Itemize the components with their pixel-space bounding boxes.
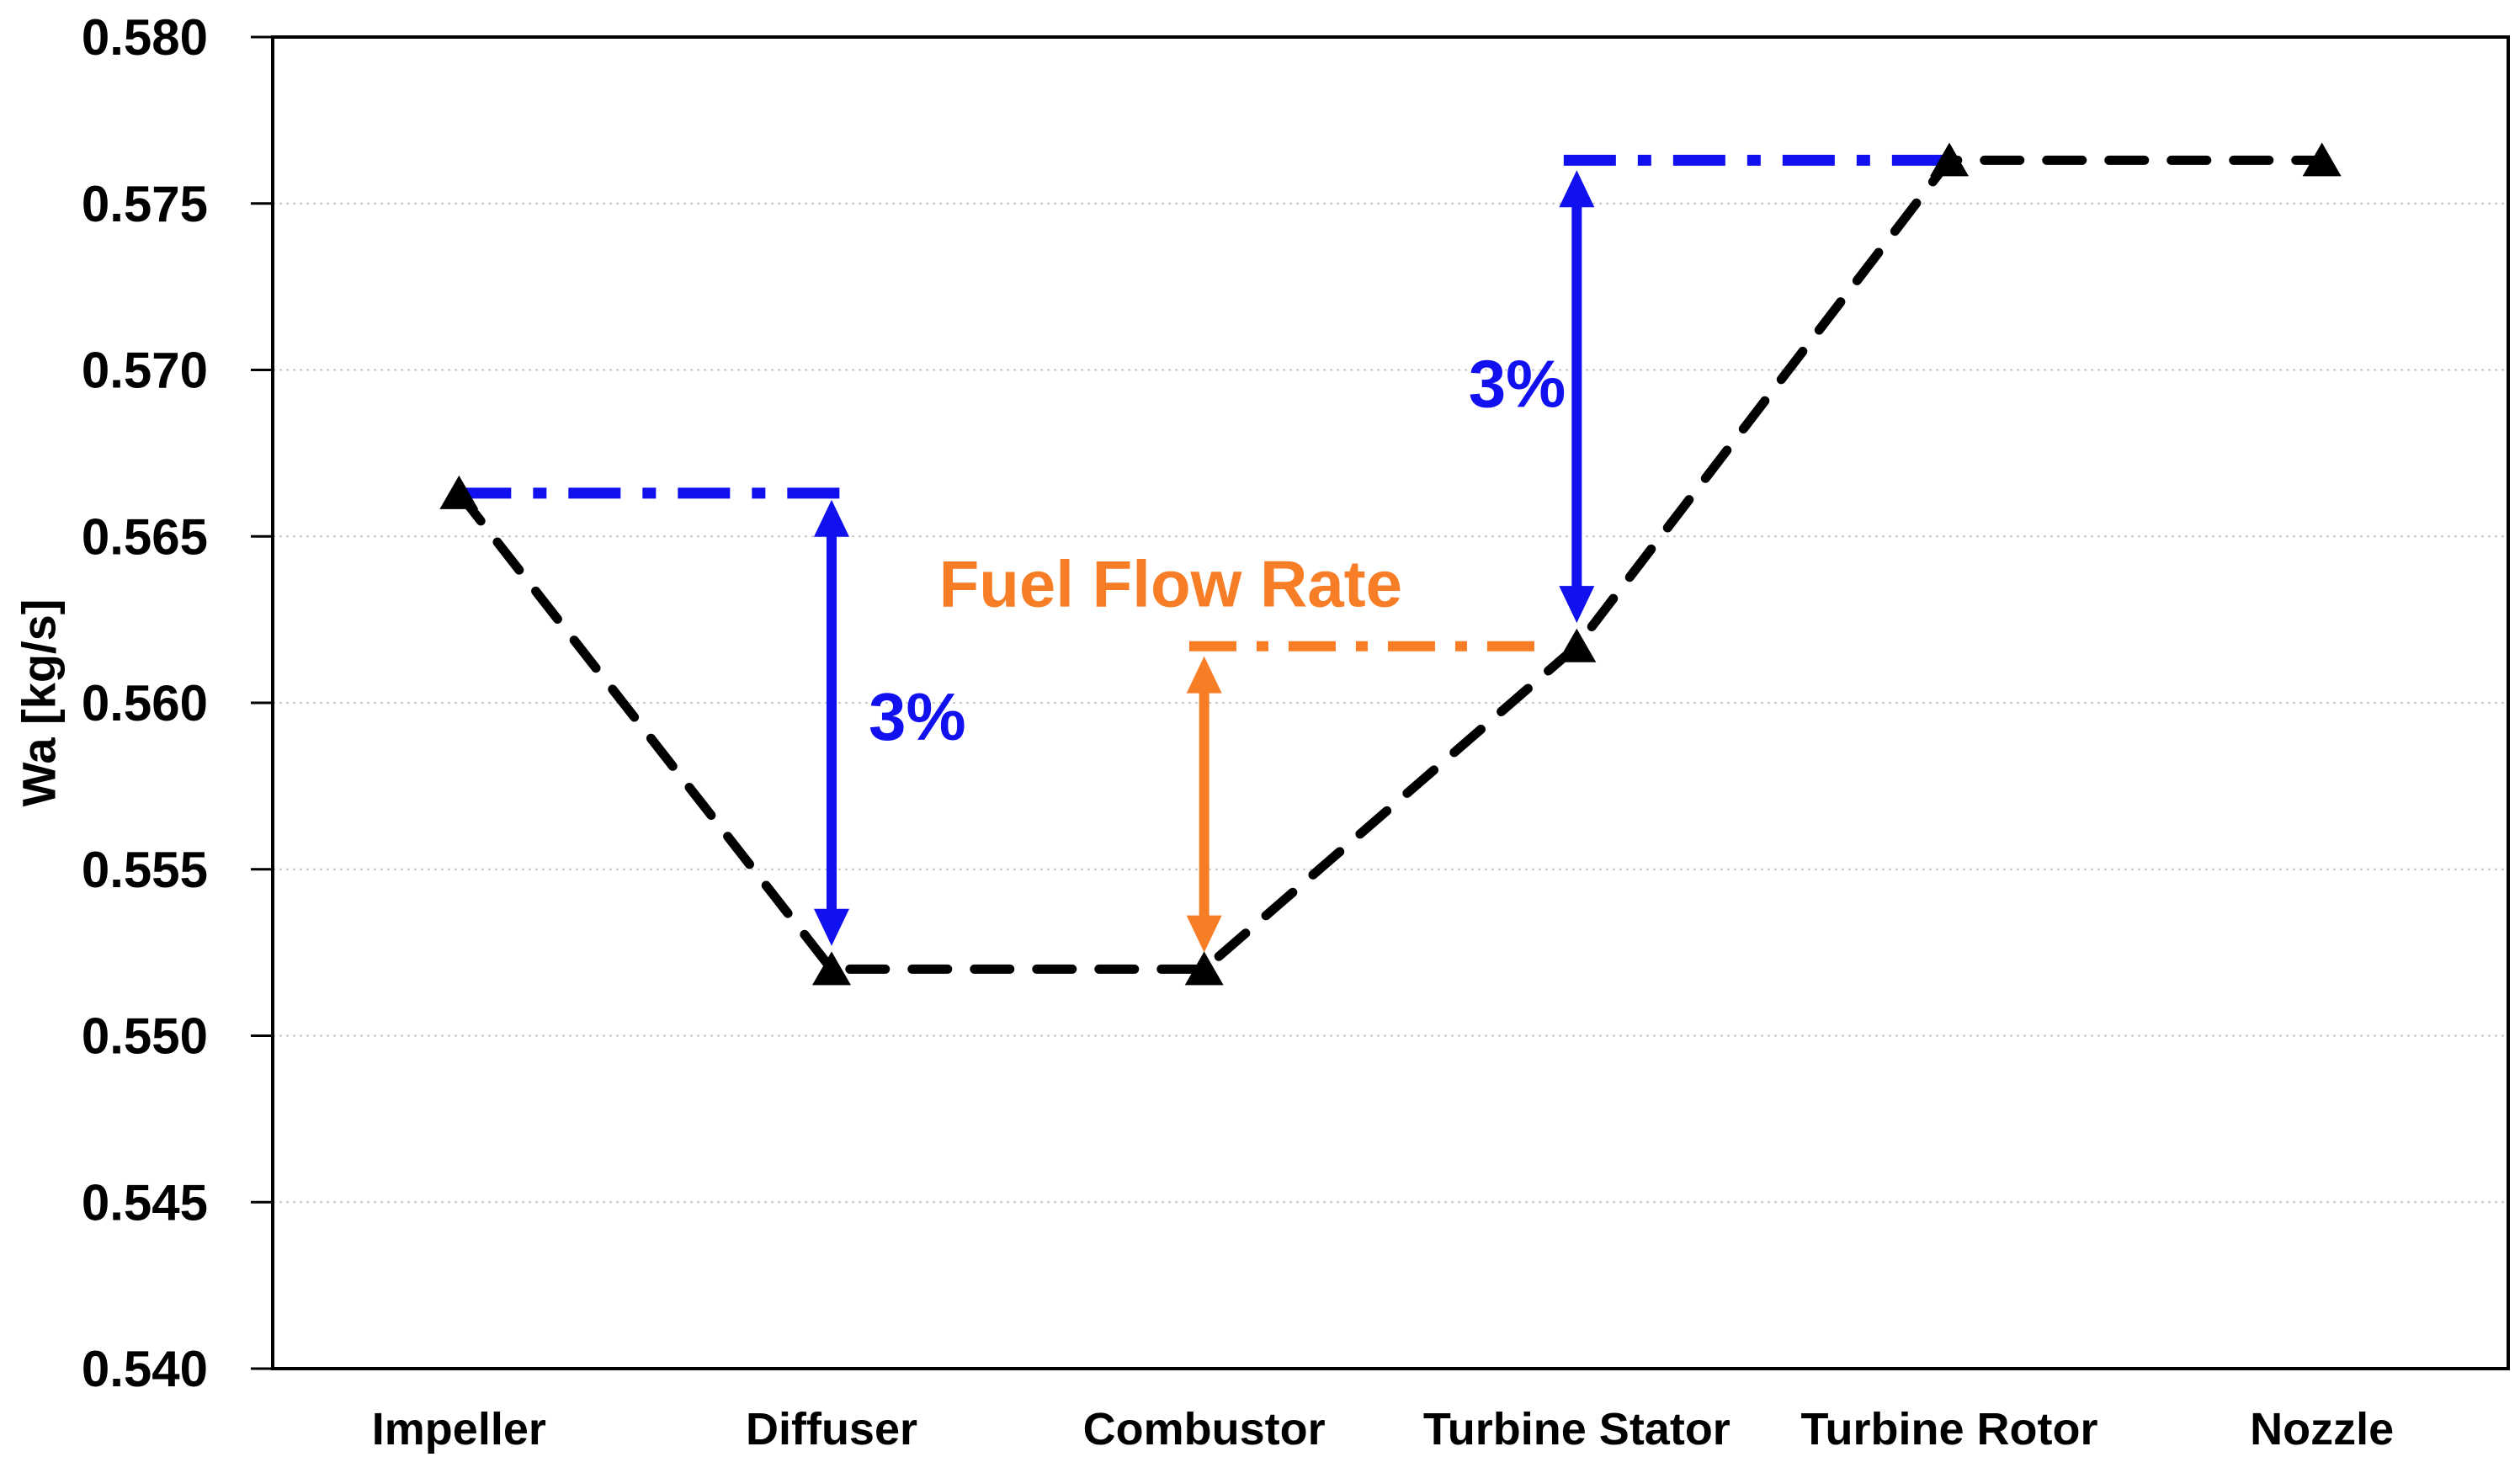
orange-fuel-arrow-head-down bbox=[1186, 915, 1222, 953]
series-marker-impeller bbox=[439, 475, 479, 509]
blue-drop-stator-arrow-head-down bbox=[1559, 586, 1595, 624]
x-category-label: Turbine Stator bbox=[1423, 1404, 1731, 1454]
pct-label-right: 3% bbox=[1469, 346, 1566, 421]
x-category-label: Nozzle bbox=[2250, 1404, 2394, 1454]
series-line bbox=[454, 155, 2327, 974]
blue-drop-diffuser-arrow-head-up bbox=[814, 499, 849, 537]
y-tick-label: 0.550 bbox=[82, 1008, 208, 1065]
series-marker-diffuser bbox=[812, 951, 851, 986]
y-tick-label: 0.560 bbox=[82, 675, 208, 731]
y-tick-label: 0.555 bbox=[82, 842, 208, 898]
x-category-label: Impeller bbox=[372, 1404, 546, 1454]
y-tick-label: 0.575 bbox=[82, 176, 208, 232]
blue-drop-stator-arrow-head-up bbox=[1559, 170, 1595, 208]
pct-label-left: 3% bbox=[869, 679, 966, 754]
y-tick-label: 0.540 bbox=[82, 1341, 208, 1397]
y-tick-label: 0.565 bbox=[82, 508, 208, 565]
orange-fuel-arrow-head-up bbox=[1186, 656, 1222, 694]
series-marker-nozzle bbox=[2302, 142, 2342, 177]
fuel-flow-rate-label: Fuel Flow Rate bbox=[939, 547, 1402, 621]
series-marker-turbine-stator bbox=[1557, 628, 1597, 662]
series-marker-turbine-rotor bbox=[1930, 142, 1969, 177]
series-marker-combustor bbox=[1184, 951, 1224, 986]
y-tick-label: 0.570 bbox=[82, 343, 208, 399]
y-tick-label: 0.580 bbox=[82, 9, 208, 66]
plot-border bbox=[271, 35, 2510, 1370]
x-category-label: Diffuser bbox=[746, 1404, 917, 1454]
blue-drop-diffuser-arrow-head-down bbox=[814, 908, 849, 946]
x-category-label: Turbine Rotor bbox=[1801, 1404, 2098, 1454]
x-category-label: Combustor bbox=[1083, 1404, 1326, 1454]
y-axis-title: Wa [kg/s] bbox=[12, 598, 66, 807]
y-tick-label: 0.545 bbox=[82, 1174, 208, 1231]
